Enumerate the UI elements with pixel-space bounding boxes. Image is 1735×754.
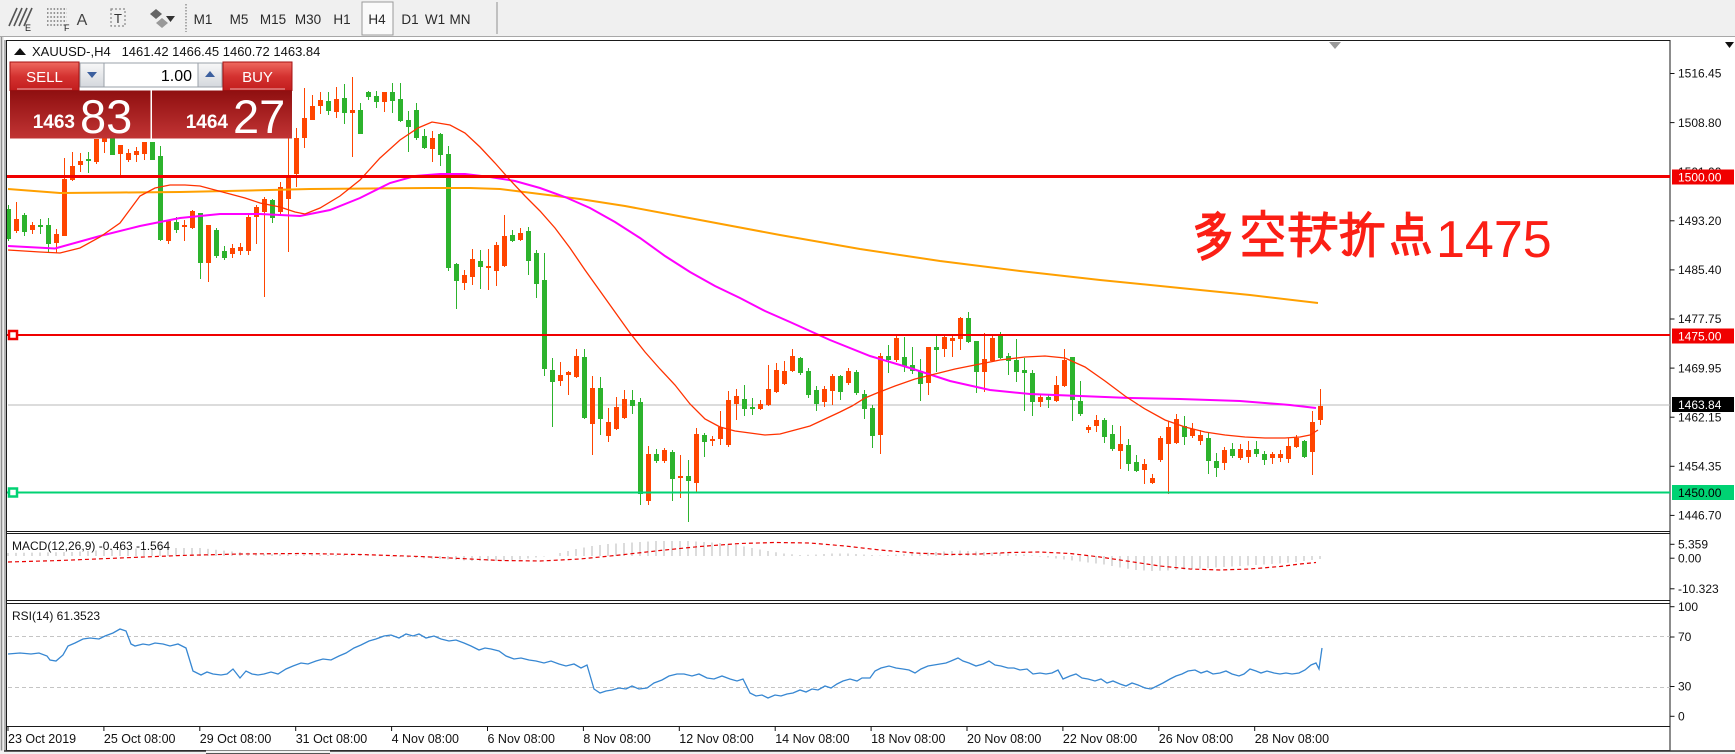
svg-text:H4: H4 xyxy=(368,12,386,27)
svg-text:23 Oct 2019: 23 Oct 2019 xyxy=(8,732,76,746)
svg-text:4 Nov 08:00: 4 Nov 08:00 xyxy=(392,732,459,746)
svg-text:28 Nov 08:00: 28 Nov 08:00 xyxy=(1255,732,1329,746)
svg-text:0: 0 xyxy=(1678,710,1685,724)
svg-text:1.00: 1.00 xyxy=(161,68,192,85)
svg-text:1493.20: 1493.20 xyxy=(1678,214,1722,228)
svg-text:1475: 1475 xyxy=(1436,211,1552,269)
svg-text:1508.80: 1508.80 xyxy=(1678,116,1722,130)
svg-text:1500.00: 1500.00 xyxy=(1678,171,1722,185)
svg-text:26 Nov 08:00: 26 Nov 08:00 xyxy=(1159,732,1233,746)
svg-text:14 Nov 08:00: 14 Nov 08:00 xyxy=(775,732,849,746)
svg-text:5.359: 5.359 xyxy=(1678,538,1708,552)
svg-text:D1: D1 xyxy=(401,12,418,27)
svg-text:22 Nov 08:00: 22 Nov 08:00 xyxy=(1063,732,1137,746)
svg-text:12 Nov 08:00: 12 Nov 08:00 xyxy=(679,732,753,746)
svg-text:M30: M30 xyxy=(295,12,321,27)
svg-text:1477.75: 1477.75 xyxy=(1678,312,1722,326)
svg-text:1450.00: 1450.00 xyxy=(1678,486,1722,500)
svg-text:70: 70 xyxy=(1678,630,1692,644)
svg-text:8 Nov 08:00: 8 Nov 08:00 xyxy=(583,732,650,746)
svg-text:RSI(14) 61.3523: RSI(14) 61.3523 xyxy=(12,609,100,623)
svg-text:BUY: BUY xyxy=(242,69,273,86)
svg-text:-10.323: -10.323 xyxy=(1678,582,1719,596)
svg-text:1475.00: 1475.00 xyxy=(1678,330,1722,344)
svg-text:T: T xyxy=(114,11,122,26)
svg-text:1485.40: 1485.40 xyxy=(1678,263,1722,277)
svg-text:83: 83 xyxy=(80,90,132,143)
svg-text:A: A xyxy=(77,12,88,29)
svg-text:18 Nov 08:00: 18 Nov 08:00 xyxy=(871,732,945,746)
svg-text:1463.84: 1463.84 xyxy=(1678,398,1722,412)
svg-text:27: 27 xyxy=(233,90,285,143)
svg-text:W1: W1 xyxy=(425,12,445,27)
svg-text:F: F xyxy=(64,23,70,33)
svg-text:SELL: SELL xyxy=(26,69,63,86)
svg-text:1462.15: 1462.15 xyxy=(1678,410,1722,424)
svg-text:H1: H1 xyxy=(333,12,350,27)
svg-text:M5: M5 xyxy=(230,12,249,27)
svg-text:29 Oct 08:00: 29 Oct 08:00 xyxy=(200,732,272,746)
svg-text:1464: 1464 xyxy=(186,112,229,133)
svg-text:M15: M15 xyxy=(260,12,286,27)
svg-text:0.00: 0.00 xyxy=(1678,551,1702,565)
svg-text:MN: MN xyxy=(450,12,471,27)
svg-text:XAUUSD-,H4 1461.42 1466.45 1: XAUUSD-,H4 1461.42 1466.45 1460.72 1463.… xyxy=(32,44,320,59)
svg-text:MACD(12,26,9) -0.463 -1.564: MACD(12,26,9) -0.463 -1.564 xyxy=(12,539,170,553)
svg-text:31 Oct 08:00: 31 Oct 08:00 xyxy=(296,732,368,746)
svg-text:1446.70: 1446.70 xyxy=(1678,509,1722,523)
svg-text:20 Nov 08:00: 20 Nov 08:00 xyxy=(967,732,1041,746)
svg-text:1516.45: 1516.45 xyxy=(1678,67,1722,81)
svg-text:1463: 1463 xyxy=(33,112,75,133)
svg-text:6 Nov 08:00: 6 Nov 08:00 xyxy=(488,732,555,746)
svg-text:1454.35: 1454.35 xyxy=(1678,460,1722,474)
svg-text:1469.95: 1469.95 xyxy=(1678,361,1722,375)
svg-text:30: 30 xyxy=(1678,680,1692,694)
svg-text:100: 100 xyxy=(1678,600,1698,614)
svg-text:M1: M1 xyxy=(194,12,213,27)
svg-text:E: E xyxy=(25,23,31,33)
svg-text:25 Oct 08:00: 25 Oct 08:00 xyxy=(104,732,176,746)
